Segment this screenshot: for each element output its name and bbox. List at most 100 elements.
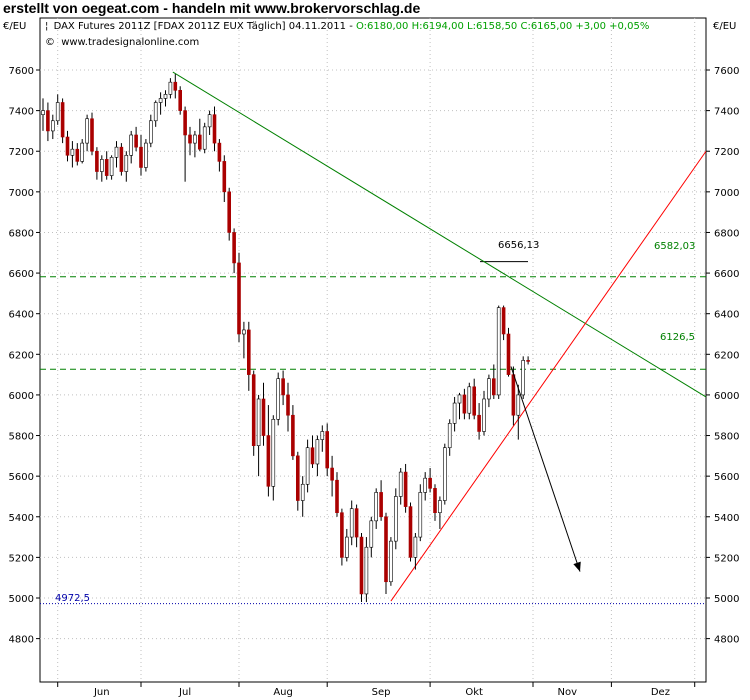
info-instrument-icon: ¦ (45, 21, 48, 32)
candle-body (305, 447, 310, 485)
candle-body (300, 483, 305, 501)
candle-body (349, 508, 354, 538)
candle-body (511, 374, 516, 416)
x-tick-label: Sep (372, 687, 391, 698)
axis-layer: 4800 4800 5000 5000 5200 5200 5400 5400 5600 5600… (9, 66, 740, 698)
candle-body (398, 471, 403, 497)
candle-body (124, 154, 129, 172)
y-tick-label-left: 4800 (9, 635, 34, 646)
candle-body (55, 102, 60, 122)
candle-body (217, 142, 222, 162)
candle-body (114, 146, 119, 158)
y-tick-label-right: 6400 (714, 310, 739, 321)
candle-body (247, 329, 251, 375)
x-tick-label: Dez (651, 687, 670, 698)
candle-body (315, 439, 320, 465)
y-tick-label-right: 5400 (714, 513, 739, 524)
candle-body (281, 378, 285, 396)
candle-body (487, 378, 491, 400)
y-tick-label-left: 6200 (9, 350, 34, 361)
candle-body (41, 110, 45, 115)
candle-body (452, 402, 457, 424)
y-tick-label-right: 5000 (714, 594, 739, 605)
candle-body (212, 114, 217, 144)
candle-body (418, 492, 423, 538)
x-tick-label: Jul (178, 687, 191, 698)
y-tick-label-left: 5200 (9, 553, 34, 564)
candle-body (472, 386, 477, 416)
candle-body (521, 360, 526, 396)
y-tick-label-left: 5600 (9, 472, 34, 483)
y-tick-label-right: 6000 (714, 391, 739, 402)
candle-body (60, 102, 65, 138)
candle-body (168, 81, 173, 95)
y-tick-label-right: 5800 (714, 432, 739, 443)
y-tick-label-left: 7400 (9, 107, 34, 118)
y-tick-label-right: 5200 (714, 553, 739, 564)
y-tick-label-left: 7600 (9, 66, 34, 77)
trendline-down (172, 71, 707, 398)
candle-body (198, 134, 202, 150)
candle-body (423, 477, 428, 493)
candle-body (506, 333, 511, 375)
candle-body (75, 148, 80, 162)
candle-body (237, 262, 241, 335)
annotation-layer (510, 366, 581, 572)
y-tick-label-right: 7600 (714, 66, 739, 77)
candle-body (408, 506, 413, 558)
y-tick-label-left: 5000 (9, 594, 34, 605)
grid-layer (40, 18, 706, 682)
candle-body (516, 394, 521, 416)
candle-body (85, 118, 89, 144)
candle-body (70, 148, 75, 156)
candle-body (261, 398, 266, 436)
candle-body (344, 536, 349, 558)
candle-body (129, 134, 133, 156)
y-tick-label-left: 5400 (9, 513, 34, 524)
candle-body (95, 150, 99, 172)
y-tick-label-left: 6600 (9, 269, 34, 280)
candle-body (491, 378, 496, 396)
y-tick-label-left: 7200 (9, 147, 34, 158)
candle-body (477, 414, 481, 432)
candle-body (379, 492, 383, 518)
candle-body (173, 81, 178, 91)
candle-body (276, 378, 281, 420)
candle-body (501, 307, 506, 335)
candle-body (340, 512, 344, 558)
candle-body (325, 431, 330, 469)
candle-body (526, 360, 530, 362)
candle-body (374, 492, 379, 522)
header-title: erstellt von oegeat.com - handeln mit ww… (3, 0, 421, 16)
candle-body (90, 118, 94, 152)
candle-body (403, 471, 408, 507)
candle-body (438, 500, 442, 514)
candle-body (134, 134, 138, 148)
y-tick-label-right: 4800 (714, 635, 739, 646)
candle-body (428, 477, 432, 489)
candle-body (462, 394, 467, 414)
candle-body (119, 146, 124, 172)
candle-body (447, 423, 452, 449)
y-tick-label-left: 5800 (9, 432, 34, 443)
candle-body (310, 447, 315, 465)
candle-body (266, 435, 271, 487)
candle-body (256, 398, 261, 446)
candle-body (178, 90, 182, 111)
candle-body (149, 120, 153, 144)
y-tick-label-right: 6800 (714, 228, 739, 239)
y-tick-label-right: 5600 (714, 472, 739, 483)
y-tick-label-right: 6600 (714, 269, 739, 280)
x-tick-label: Nov (558, 687, 578, 698)
candle-body (482, 398, 486, 432)
candle-body (286, 394, 290, 416)
candle-body (207, 114, 212, 128)
candle-body (393, 496, 398, 542)
candle-body (496, 307, 501, 396)
chart-info-line: ¦ DAX Futures 2011Z [FDAX 2011Z EUX Tägl… (45, 21, 649, 32)
trendline-up (390, 150, 707, 602)
candle-body (202, 126, 207, 150)
candle-body (354, 508, 359, 538)
candle-body (364, 546, 369, 595)
x-tick-label: Aug (273, 687, 293, 698)
